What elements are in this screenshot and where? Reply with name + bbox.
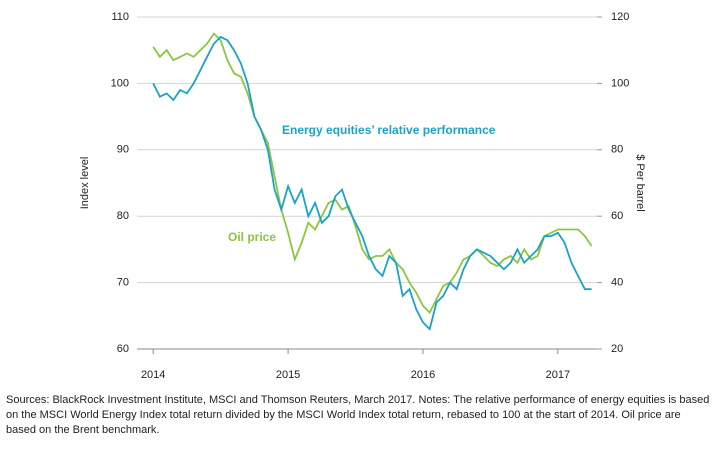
y2-tick-label: 60 [611, 210, 623, 222]
y-tick-label: 90 [117, 144, 129, 156]
footnote: Sources: BlackRock Investment Institute,… [6, 394, 710, 436]
y-tick-label: 80 [117, 210, 129, 222]
y2-tick-label: 40 [611, 277, 623, 289]
y-tick-label: 60 [117, 343, 129, 355]
data-line [152, 35, 592, 331]
y-tick-label: 100 [111, 77, 129, 89]
chart: Index level $ Per barrel 60 70 80 90 100 110 2… [79, 11, 646, 381]
y2-tick-label: 20 [611, 343, 623, 355]
y-tick-label: 70 [117, 277, 129, 289]
y-tick-label: 110 [111, 11, 129, 23]
data-line [152, 32, 593, 315]
x-tick-label: 2014 [141, 369, 165, 381]
x-tick-label: 2015 [276, 369, 300, 381]
y2-axis-label: $ Per barrel [634, 154, 646, 211]
x-tick-label: 2016 [411, 369, 435, 381]
annotation: Energy equities’ relative performance [282, 123, 496, 137]
y2-tick-label: 80 [611, 144, 623, 156]
y-axis-label: Index level [79, 157, 91, 210]
y2-tick-label: 120 [611, 11, 629, 23]
x-tick-label: 2017 [546, 369, 570, 381]
y2-tick-label: 100 [611, 77, 629, 89]
annotation: Oil price [228, 230, 276, 244]
